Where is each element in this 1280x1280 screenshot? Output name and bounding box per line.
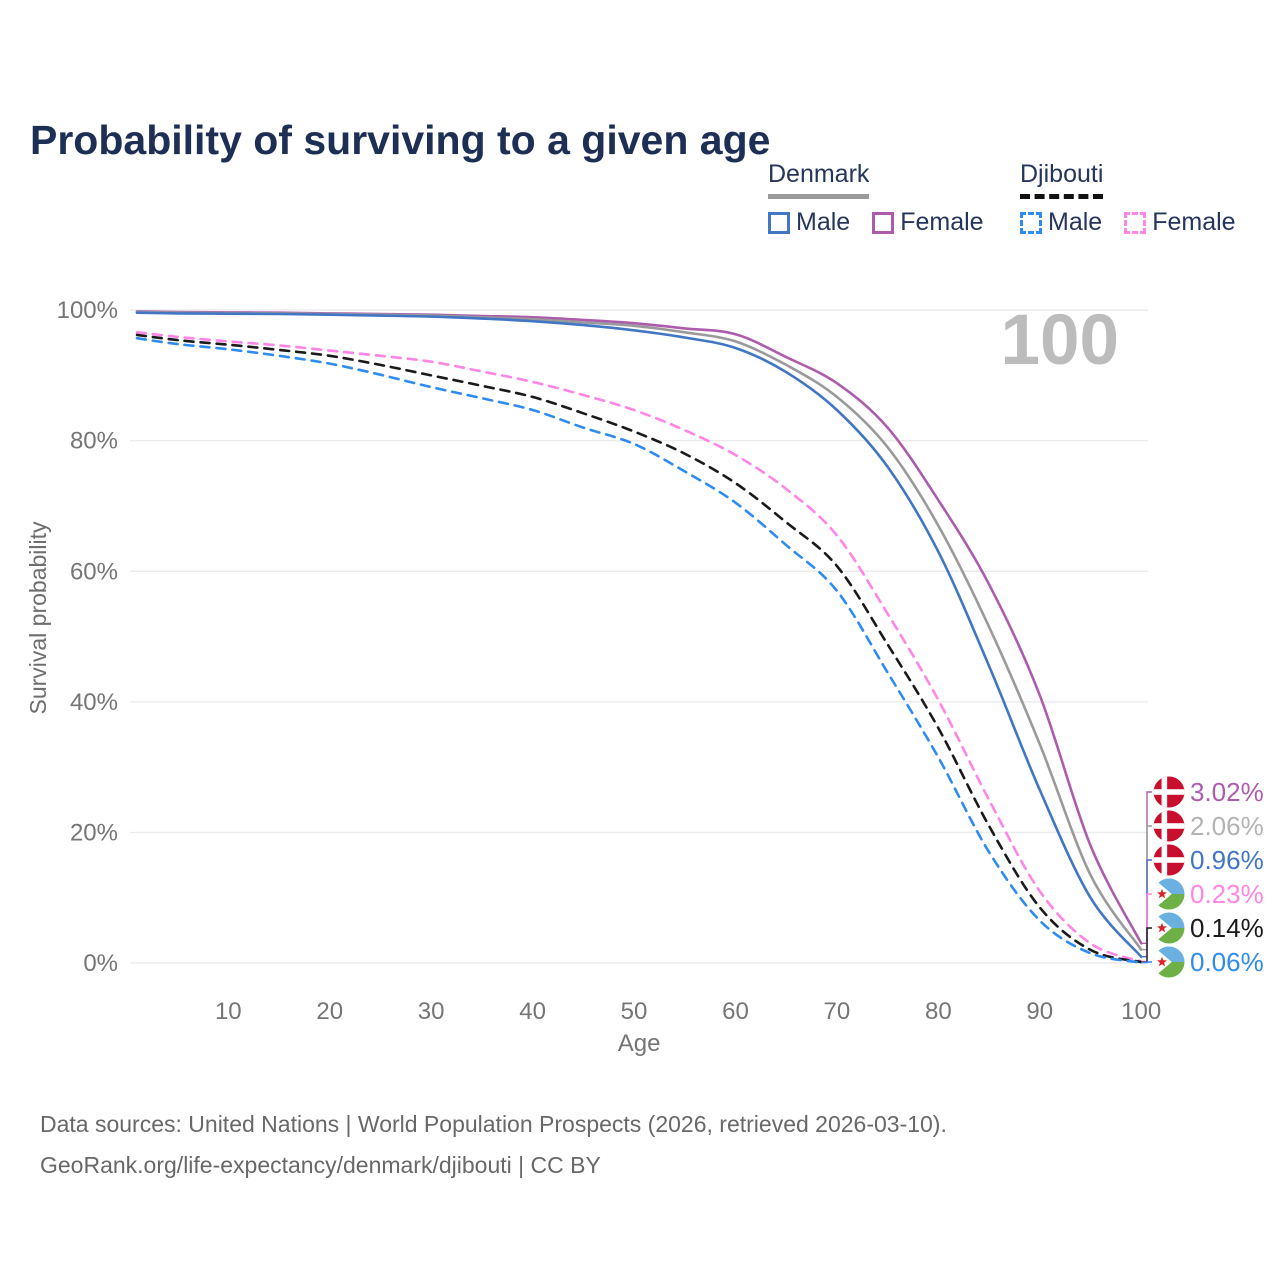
- y-tick-label: 40%: [70, 689, 118, 716]
- label-connector: [1141, 961, 1152, 964]
- y-axis-title: Survival probability: [25, 521, 51, 715]
- x-tick-label: 60: [722, 998, 749, 1025]
- x-tick-label: 30: [418, 998, 445, 1025]
- y-tick-label: 60%: [70, 558, 118, 585]
- x-axis-title: Age: [618, 1030, 661, 1057]
- x-tick-label: 80: [925, 998, 952, 1025]
- djibouti-male-swatch-icon: [1020, 211, 1042, 234]
- x-tick-label: 50: [621, 998, 648, 1025]
- end-value-label-denmark-female: 3.02%: [1190, 777, 1264, 807]
- legend-header-denmark[interactable]: Denmark: [768, 160, 870, 199]
- legend-group-denmark: Denmark Male Female: [768, 160, 1000, 237]
- series-line-denmark-combined[interactable]: [135, 310, 1143, 951]
- legend-header-djibouti[interactable]: Djibouti: [1020, 160, 1104, 199]
- djibouti-flag-icon: [1153, 946, 1185, 978]
- legend-row-djibouti: Male Female: [1020, 208, 1252, 237]
- legend-item-label: Female: [900, 208, 984, 236]
- legend-item-label: Male: [1048, 208, 1103, 236]
- djibouti-flag-icon: [1153, 912, 1185, 944]
- series-line-djibouti-female[interactable]: [135, 331, 1143, 963]
- legend-row-denmark: Male Female: [768, 208, 1000, 237]
- end-value-label-djibouti-combined: 0.14%: [1190, 913, 1264, 943]
- x-tick-label: 10: [215, 998, 242, 1025]
- footer-line-1: Data sources: United Nations | World Pop…: [40, 1111, 947, 1137]
- djibouti-female-swatch-icon: [1124, 211, 1147, 234]
- x-tick-label: 70: [824, 998, 851, 1025]
- y-tick-label: 100%: [57, 297, 118, 324]
- series-line-denmark-male[interactable]: [135, 311, 1143, 958]
- legend-item-denmark-female[interactable]: Female: [872, 208, 984, 237]
- x-tick-label: 90: [1026, 998, 1053, 1025]
- x-tick-label: 40: [519, 998, 546, 1025]
- series-line-djibouti-male[interactable]: [135, 336, 1143, 964]
- denmark-female-swatch-icon: [872, 211, 895, 234]
- y-tick-label: 0%: [83, 950, 118, 977]
- legend-item-djibouti-male[interactable]: Male: [1020, 208, 1102, 237]
- footer-line-2: GeoRank.org/life-expectancy/denmark/djib…: [40, 1152, 601, 1178]
- page-title: Probability of surviving to a given age: [30, 117, 771, 164]
- y-tick-label: 20%: [70, 819, 118, 846]
- legend-item-label: Male: [796, 208, 851, 236]
- data-source-footer: Data sources: United Nations | World Pop…: [40, 1104, 1200, 1186]
- legend-item-label: Female: [1152, 208, 1236, 236]
- end-value-label-denmark-combined: 2.06%: [1190, 811, 1264, 841]
- series-line-djibouti-combined[interactable]: [135, 333, 1143, 964]
- legend-group-djibouti: Djibouti Male Female: [1020, 160, 1252, 237]
- legend-item-denmark-male[interactable]: Male: [768, 208, 850, 237]
- legend-item-djibouti-female[interactable]: Female: [1124, 208, 1236, 237]
- denmark-flag-icon: [1153, 776, 1185, 808]
- end-value-label-djibouti-female: 0.23%: [1190, 879, 1264, 909]
- x-tick-label: 100: [1121, 998, 1161, 1025]
- djibouti-flag-icon: [1153, 878, 1185, 910]
- end-value-label-denmark-male: 0.96%: [1190, 845, 1264, 875]
- age-watermark: 100: [1001, 301, 1119, 380]
- end-value-label-djibouti-male: 0.06%: [1190, 947, 1264, 977]
- x-tick-label: 20: [316, 998, 343, 1025]
- denmark-flag-icon: [1153, 810, 1185, 842]
- denmark-flag-icon: [1153, 844, 1185, 876]
- denmark-male-swatch-icon: [768, 211, 790, 234]
- y-tick-label: 80%: [70, 428, 118, 455]
